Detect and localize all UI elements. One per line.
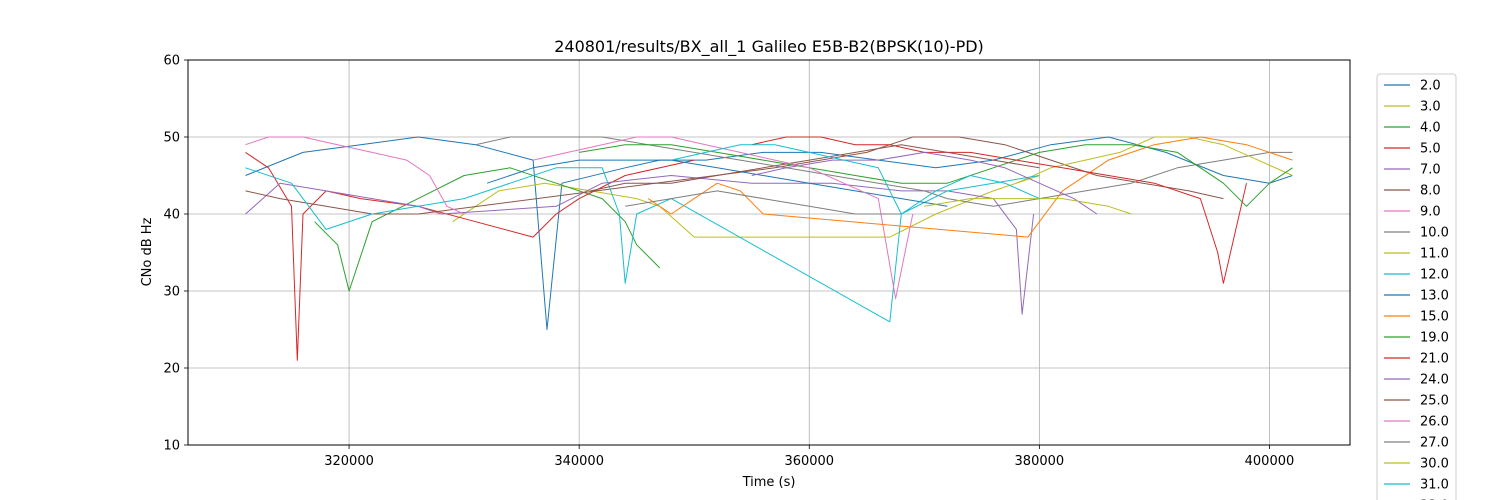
series-line-27-0 [625, 190, 902, 215]
legend-label: 13.0 [1420, 289, 1449, 304]
legend-label: 2.0 [1420, 79, 1441, 94]
series-line-15-0 [647, 136, 1293, 238]
series-line-2-0 [245, 136, 1293, 330]
series-line-10-0 [475, 136, 1293, 207]
legend-label: 33.0 [1420, 499, 1449, 500]
series-line-12-0 [245, 167, 1040, 323]
series-line-11-0 [1016, 136, 1293, 184]
legend-label: 21.0 [1420, 352, 1449, 367]
x-axis-label: Time (s) [742, 475, 796, 490]
legend-box [1376, 73, 1457, 500]
legend-label: 26.0 [1420, 415, 1449, 430]
legend-label: 24.0 [1420, 373, 1449, 388]
legend-label: 5.0 [1420, 142, 1441, 157]
x-tick-label: 320000 [324, 454, 374, 469]
x-tick-label: 380000 [1015, 454, 1065, 469]
plot-frame [187, 59, 1351, 446]
legend-label: 19.0 [1420, 331, 1449, 346]
series-line-9-0 [245, 136, 465, 215]
series-line-21-0 [751, 136, 1247, 284]
legend-label: 25.0 [1420, 394, 1449, 409]
series-line-31-0 [671, 144, 1040, 215]
legend-label: 9.0 [1420, 205, 1441, 220]
legend-label: 10.0 [1420, 226, 1449, 241]
y-tick-label: 40 [163, 208, 180, 223]
x-tick-label: 360000 [784, 454, 834, 469]
legend: 2.0 3.0 4.0 5.0 7.0 8.0 9.0 10.0 11.0 12.0 13.0 15.… [1376, 73, 1457, 500]
series-line-13-0 [486, 159, 948, 207]
y-tick-label: 60 [163, 54, 180, 69]
y-axis: 10 20 30 40 50 60 [163, 54, 188, 454]
series-line-26-0 [532, 136, 914, 300]
legend-label: 27.0 [1420, 436, 1449, 451]
legend-label: 11.0 [1420, 247, 1449, 262]
legend-label: 30.0 [1420, 457, 1449, 472]
series-line-24-0 [751, 151, 1098, 215]
legend-label: 15.0 [1420, 310, 1449, 325]
series-line-3-0 [452, 175, 1040, 238]
y-tick-label: 30 [163, 285, 180, 300]
series-line-25-0 [590, 144, 1040, 192]
legend-label: 4.0 [1420, 121, 1441, 136]
legend-label: 8.0 [1420, 184, 1441, 199]
series-line-4-0 [314, 167, 661, 292]
y-tick-label: 20 [163, 362, 180, 377]
series-line-7-0 [245, 175, 1035, 315]
x-axis: 320000 340000 360000 380000 400000 [324, 445, 1294, 469]
legend-label: 7.0 [1420, 163, 1441, 178]
x-tick-label: 400000 [1245, 454, 1295, 469]
chart-title: 240801/results/BX_all_1 Galileo E5B-B2(B… [554, 37, 984, 57]
series-layer [245, 136, 1293, 361]
legend-label: 31.0 [1420, 478, 1449, 493]
legend-label: 3.0 [1420, 100, 1441, 115]
x-tick-label: 340000 [554, 454, 604, 469]
y-tick-label: 10 [163, 439, 180, 454]
series-line-5-0 [245, 151, 695, 361]
y-axis-label: CNo dB Hz [140, 217, 155, 286]
legend-label: 12.0 [1420, 268, 1449, 283]
y-tick-label: 50 [163, 131, 180, 146]
